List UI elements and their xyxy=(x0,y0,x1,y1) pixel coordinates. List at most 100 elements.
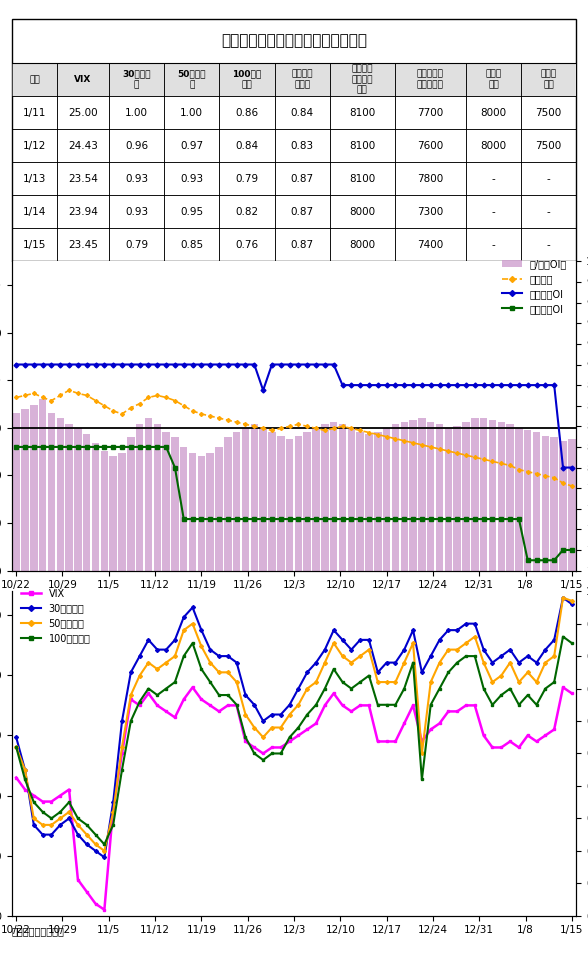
Text: 0.97: 0.97 xyxy=(181,141,203,151)
Text: 0.95: 0.95 xyxy=(181,207,203,216)
Bar xyxy=(145,418,152,618)
Bar xyxy=(466,63,521,96)
Text: 1/12: 1/12 xyxy=(23,141,46,151)
Text: 30日百分
位: 30日百分 位 xyxy=(122,70,151,89)
Text: 7400: 7400 xyxy=(417,240,443,250)
Text: 7700: 7700 xyxy=(417,107,443,118)
Bar xyxy=(392,424,399,618)
Bar xyxy=(65,424,73,618)
Text: 1/14: 1/14 xyxy=(23,207,46,216)
Bar xyxy=(524,430,532,618)
Text: 8100: 8100 xyxy=(349,141,375,151)
Text: -: - xyxy=(547,207,550,216)
Text: -: - xyxy=(492,240,495,250)
Text: 0.93: 0.93 xyxy=(125,207,148,216)
Text: 23.94: 23.94 xyxy=(68,207,98,216)
Bar xyxy=(348,428,355,618)
Bar xyxy=(56,418,64,618)
Text: 50日百分
位: 50日百分 位 xyxy=(178,70,206,89)
Text: 1/15: 1/15 xyxy=(23,240,46,250)
Text: 日期: 日期 xyxy=(29,75,40,84)
Bar xyxy=(74,428,82,618)
Text: 7500: 7500 xyxy=(536,141,562,151)
Bar xyxy=(321,424,329,618)
Bar xyxy=(92,443,99,618)
Text: 25.00: 25.00 xyxy=(68,107,98,118)
Bar xyxy=(198,457,205,618)
Text: 8000: 8000 xyxy=(480,141,507,151)
Bar xyxy=(550,438,558,618)
Bar xyxy=(224,438,232,618)
Bar xyxy=(268,432,276,618)
Bar xyxy=(127,438,135,618)
Text: 7800: 7800 xyxy=(417,174,443,184)
Text: 週賣權
最大: 週賣權 最大 xyxy=(540,70,557,89)
Bar xyxy=(521,63,576,96)
Bar xyxy=(12,63,57,96)
Bar xyxy=(471,418,479,618)
Bar xyxy=(533,432,540,618)
Bar xyxy=(153,424,161,618)
Bar xyxy=(277,436,285,618)
Bar xyxy=(506,424,514,618)
Bar xyxy=(489,420,496,618)
Bar xyxy=(462,422,470,618)
Bar xyxy=(171,438,179,618)
Bar xyxy=(109,457,117,618)
Bar xyxy=(109,63,164,96)
Bar xyxy=(39,399,46,618)
Bar xyxy=(250,424,258,618)
Bar xyxy=(206,453,214,618)
Bar xyxy=(242,428,249,618)
Text: 0.93: 0.93 xyxy=(181,174,203,184)
Bar xyxy=(48,412,55,618)
Bar xyxy=(295,436,302,618)
Bar xyxy=(542,436,549,618)
Bar xyxy=(453,426,461,618)
Text: 0.93: 0.93 xyxy=(125,174,148,184)
Text: 0.87: 0.87 xyxy=(290,240,313,250)
Bar xyxy=(189,453,196,618)
Text: 統一期貨研究科製作: 統一期貨研究科製作 xyxy=(12,926,65,936)
Bar xyxy=(219,63,275,96)
Text: 0.84: 0.84 xyxy=(290,107,313,118)
Bar xyxy=(259,428,267,618)
Bar xyxy=(275,63,330,96)
Text: 賣買權未
平倉比: 賣買權未 平倉比 xyxy=(292,70,313,89)
Text: 週買權
最大: 週買權 最大 xyxy=(486,70,502,89)
Text: 8100: 8100 xyxy=(349,174,375,184)
Bar xyxy=(286,440,293,618)
Bar xyxy=(356,432,364,618)
Text: 1/11: 1/11 xyxy=(23,107,46,118)
Bar xyxy=(12,412,20,618)
Text: 0.83: 0.83 xyxy=(290,141,313,151)
Bar xyxy=(136,424,143,618)
Text: 1.00: 1.00 xyxy=(181,107,203,118)
Text: 7600: 7600 xyxy=(417,141,443,151)
Text: 買權最大
未平倉履
約價: 買權最大 未平倉履 約價 xyxy=(352,65,373,95)
Text: 7300: 7300 xyxy=(417,207,443,216)
Bar xyxy=(339,424,346,618)
Text: 0.96: 0.96 xyxy=(125,141,148,151)
Bar xyxy=(395,63,466,96)
Text: 24.43: 24.43 xyxy=(68,141,98,151)
Bar xyxy=(330,63,395,96)
Text: 1.00: 1.00 xyxy=(125,107,148,118)
Text: 0.79: 0.79 xyxy=(125,240,148,250)
Bar xyxy=(330,422,338,618)
Text: -: - xyxy=(492,174,495,184)
Text: 0.79: 0.79 xyxy=(235,174,259,184)
Bar xyxy=(162,432,170,618)
Bar xyxy=(21,409,29,618)
Text: 7500: 7500 xyxy=(536,107,562,118)
Text: 選擇權波動率指數與賣買權未平倉比: 選擇權波動率指數與賣買權未平倉比 xyxy=(221,34,367,48)
Bar xyxy=(118,453,126,618)
Text: 8000: 8000 xyxy=(349,207,375,216)
Text: 23.54: 23.54 xyxy=(68,174,98,184)
Text: 8100: 8100 xyxy=(349,107,375,118)
Text: -: - xyxy=(492,207,495,216)
Text: 0.86: 0.86 xyxy=(235,107,259,118)
Bar xyxy=(365,434,373,618)
Text: -: - xyxy=(547,240,550,250)
Text: 賣權最大未
平倉履約價: 賣權最大未 平倉履約價 xyxy=(417,70,444,89)
